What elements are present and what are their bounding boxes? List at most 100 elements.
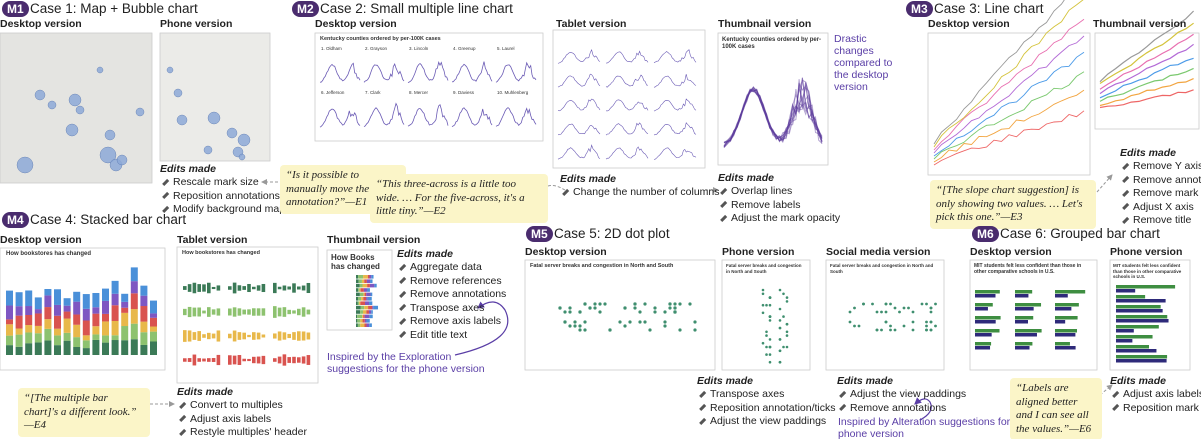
sketch-bar [187,358,192,362]
version-label: Thumbnail version [1093,18,1187,30]
sketch-dot [907,306,910,310]
sketch-dot [643,320,647,324]
sketch-dot [875,310,879,314]
sketch-dot [778,360,782,364]
panel-label: 1. Oldham [321,46,342,51]
sketch-bar [150,331,157,342]
sketch-bar [361,279,365,283]
edit-text: Remove Y axis [1133,160,1201,172]
sketch-bar [192,307,197,317]
sketch-bar [92,339,100,355]
bubble [203,145,213,155]
chart-title: Kentucky counties ordered by per-100K ca… [320,36,441,42]
sketch-bar [15,346,23,355]
sketch-bar [183,286,187,290]
edit-text: Reposition annotations [173,189,280,202]
sketch-dot [568,324,572,328]
sketch-bar [211,333,216,339]
sketch-dot [929,320,933,324]
sketch-bar [356,292,360,297]
bubble [173,88,183,98]
sketch-dot [920,302,924,306]
sketch-dot [768,345,772,349]
edit-icon [179,414,186,422]
sketch-bar [44,328,52,341]
sketch-bar [25,325,33,333]
case-title: Case 3: Line chart [934,1,1044,16]
edit-item: Reposition mark labels [1110,402,1201,416]
sketch-bar [63,318,71,333]
sketch-bar [371,275,374,279]
sketch-bar [25,306,33,316]
quote-arrow [1099,384,1113,396]
sketch-dot [761,288,765,292]
sketch-bar [359,288,361,292]
edit-item: Adjust the view paddings [697,415,836,429]
edits-heading: Edits made [837,375,894,387]
sketch-line [723,85,823,148]
sketch-dot [693,320,697,324]
sketch-dot [925,302,928,306]
sketch-bar [140,306,148,322]
sketch-line [605,99,649,112]
edits-list: Adjust the view paddings Remove annotatio… [837,388,966,415]
sketch-bar [358,279,362,283]
sketch-dot [765,334,768,337]
sketch-bar [261,308,266,316]
sketch-bar [297,286,301,290]
sketch-dot [668,302,672,306]
version-label: Thumbnail version [327,234,421,246]
sketch-line [1099,89,1194,109]
sketch-dot [563,310,567,314]
sketch-bar [54,328,61,336]
sketch-bar [975,316,1001,320]
sketch-bar [92,313,100,327]
edit-text: Remove labels [731,198,801,211]
sketch-dot [778,338,782,341]
sketch-bar [261,283,266,293]
sketch-line [723,79,823,147]
sketch-dot [884,320,888,324]
sketch-bar [374,283,377,288]
sketch-dot [633,302,637,306]
edit-item: Adjust the view paddings [837,388,966,402]
sketch-line [1099,57,1194,99]
edit-icon [399,317,406,325]
sketch-bar [1116,349,1157,353]
edit-text: Modify background map [173,203,286,215]
version-label: Phone version [160,18,233,30]
edit-icon [1122,216,1129,224]
sketch-bar [370,292,373,297]
edit-icon [839,390,846,398]
thumbnail-frame [159,32,271,162]
sketch-bar [282,354,287,366]
panel-label: 6. Jefferson [321,90,345,95]
edits-heading: Edits made [1110,375,1167,387]
case-badge: M1 [2,1,29,17]
sketch-bar [73,301,81,315]
sketch-bar [237,355,242,365]
sketch-bar [252,356,256,364]
sketch-bar [372,305,374,310]
sketch-bar [975,329,1000,333]
sketch-bar [252,286,256,290]
sketch-bar [150,326,157,332]
sketch-bar [211,309,216,315]
sketch-bar [216,285,221,291]
sketch-bar [1055,290,1086,294]
edit-icon [1122,202,1129,210]
edit-icon [399,330,406,338]
edits-heading: Edits made [397,248,454,260]
edit-text: Adjust the view paddings [710,415,827,427]
sketch-bar [1116,305,1161,309]
edit-icon [562,188,569,196]
sketch-bar [356,314,358,319]
sketch-bar [358,288,360,292]
sketch-bar [1015,329,1042,333]
sketch-dot [785,334,789,337]
sketch-dot [678,302,682,306]
sketch-bar [356,319,358,323]
sketch-line [933,18,1085,151]
sketch-dot [653,306,657,310]
sketch-bar [364,301,370,305]
